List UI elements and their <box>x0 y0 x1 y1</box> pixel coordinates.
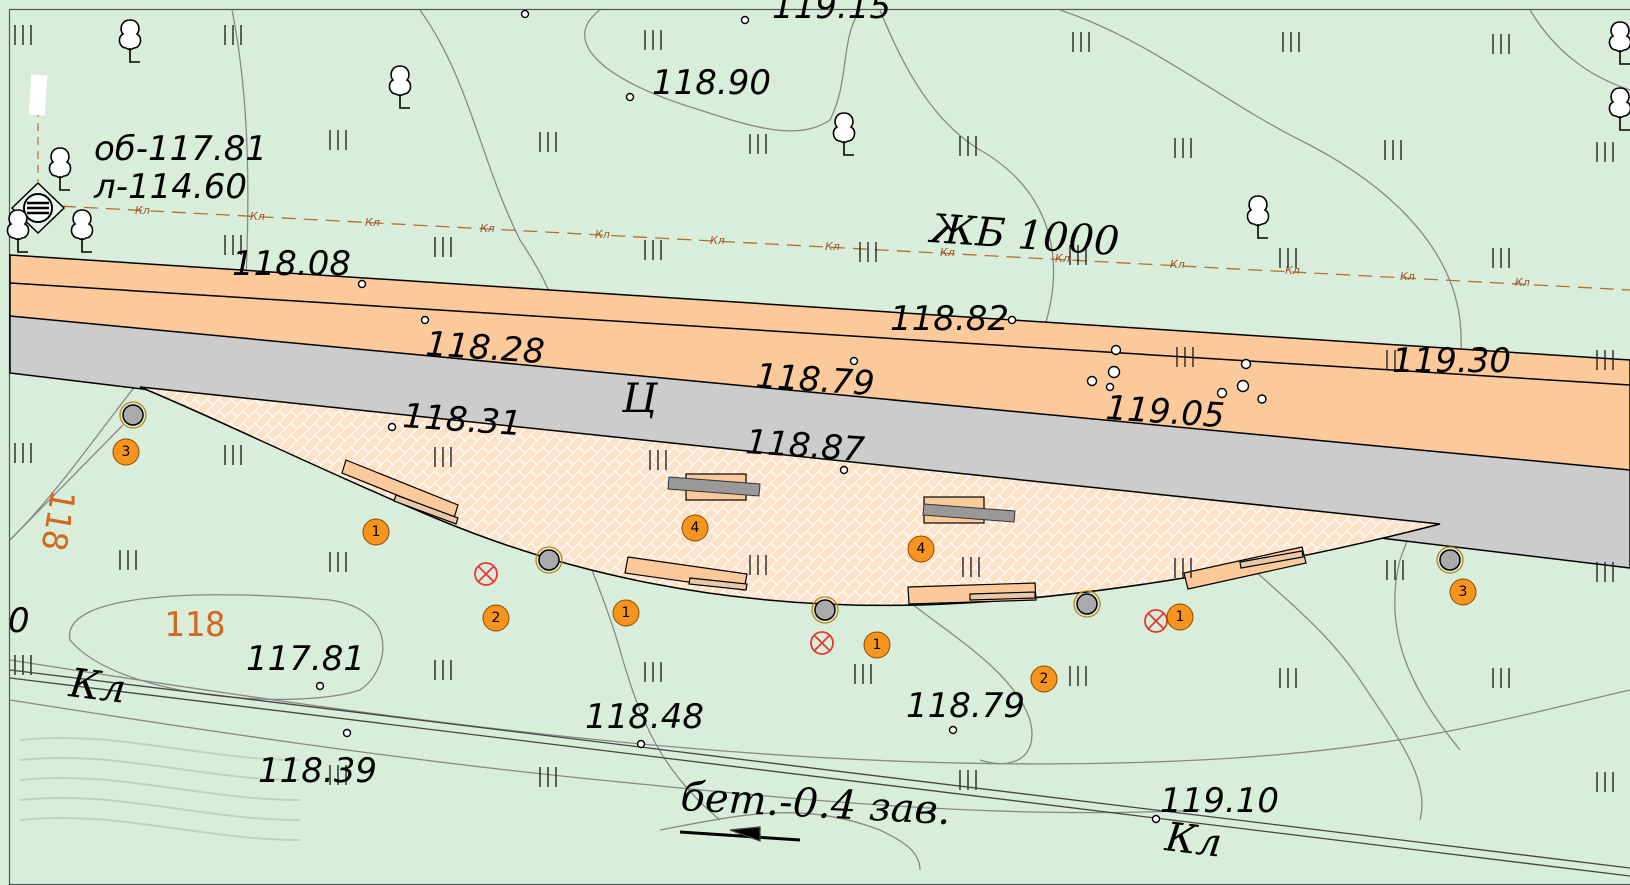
marker-3: 3 <box>1449 578 1477 606</box>
elevation-label: 118.28 <box>424 324 545 372</box>
svg-text:1: 1 <box>372 524 381 540</box>
cable-mark: Кл <box>480 222 495 235</box>
road-surface-label: Ц <box>621 376 659 422</box>
cable-mark: Кл <box>1055 252 1070 265</box>
well-annotation: об-117.81 л-114.60 <box>93 129 267 207</box>
marker-4: 4 <box>681 514 709 542</box>
elevation-label: 119.10 <box>1160 781 1279 821</box>
cable-mark: Кл <box>940 246 955 259</box>
cable-mark: Кл <box>1170 258 1185 271</box>
elevation-label: 118.79 <box>754 356 875 404</box>
elevation-label: 118.08 <box>232 244 351 284</box>
marker-1: 1 <box>612 599 640 627</box>
svg-text:2: 2 <box>1040 671 1049 687</box>
svg-text:1: 1 <box>1176 609 1185 625</box>
remove-mark-icon <box>810 631 834 655</box>
elevation-label: 118.79 <box>906 686 1025 726</box>
numbered-markers: 1 1 1 1 2 2 3 3 4 4 <box>112 438 1477 693</box>
removal-marks <box>474 562 1168 655</box>
elevation-label: 119.30 <box>1392 341 1511 381</box>
cable-mark: Кл <box>1515 276 1530 289</box>
remove-mark-icon <box>474 562 498 586</box>
marker-1: 1 <box>362 518 390 546</box>
elevation-label: 118.82 <box>890 299 1009 339</box>
cable-label: Кл <box>1162 814 1225 867</box>
marker-3: 3 <box>112 438 140 466</box>
elevation-label: 117.81 <box>246 639 365 679</box>
cable-mark: Кл <box>250 210 265 223</box>
cable-mark: Кл <box>1400 270 1415 283</box>
svg-text:4: 4 <box>691 520 700 536</box>
contour-label: 118 <box>164 605 225 645</box>
svg-text:3: 3 <box>1459 584 1468 600</box>
cable-mark: Кл <box>365 216 380 229</box>
remove-mark-icon <box>1144 609 1168 633</box>
elevation-label: 118.48 <box>585 697 704 737</box>
faded-underlay <box>19 737 301 841</box>
cable-lines-bottom <box>9 669 1630 877</box>
elevation-label: 118.39 <box>258 751 377 791</box>
sidewalk-band <box>9 254 1630 476</box>
lamp-posts <box>9 401 1464 624</box>
cable-mark: Кл <box>135 204 150 217</box>
svg-text:3: 3 <box>122 444 131 460</box>
elevation-labels: 119.15 118.90 118.08 118.82 118.28 118.7… <box>232 0 1511 821</box>
marker-1: 1 <box>1166 603 1194 631</box>
cable-line-top: Кл Кл Кл Кл Кл Кл Кл Кл Кл Кл Кл Кл Кл <box>39 204 1630 291</box>
cable-mark: Кл <box>710 234 725 247</box>
svg-text:2: 2 <box>492 610 501 626</box>
top-cut-label: 119.15 <box>772 0 891 27</box>
bench-seats <box>667 476 1016 523</box>
elevation-label: 118.87 <box>744 422 866 470</box>
cable-label: Кл <box>66 660 129 713</box>
left-edge-label: 0 <box>8 601 30 641</box>
marker-2: 2 <box>482 604 510 632</box>
benches <box>341 459 1307 605</box>
svg-text:об-117.81: об-117.81 <box>94 129 267 169</box>
contour-lines <box>9 9 1630 871</box>
elevation-label: 118.31 <box>401 396 522 444</box>
survey-points <box>315 9 1267 824</box>
cable-mark: Кл <box>825 240 840 253</box>
cable-mark: Кл <box>1285 264 1300 277</box>
svg-text:1: 1 <box>622 605 631 621</box>
elevation-label: 118.90 <box>652 63 771 103</box>
svg-text:4: 4 <box>917 541 926 557</box>
marker-2: 2 <box>1030 665 1058 693</box>
svg-text:1: 1 <box>873 637 882 653</box>
cable-mark: Кл <box>595 228 610 241</box>
svg-text:л-114.60: л-114.60 <box>93 167 247 207</box>
marker-1: 1 <box>863 631 891 659</box>
elevation-label: 119.05 <box>1104 388 1225 436</box>
marker-4: 4 <box>907 535 935 563</box>
